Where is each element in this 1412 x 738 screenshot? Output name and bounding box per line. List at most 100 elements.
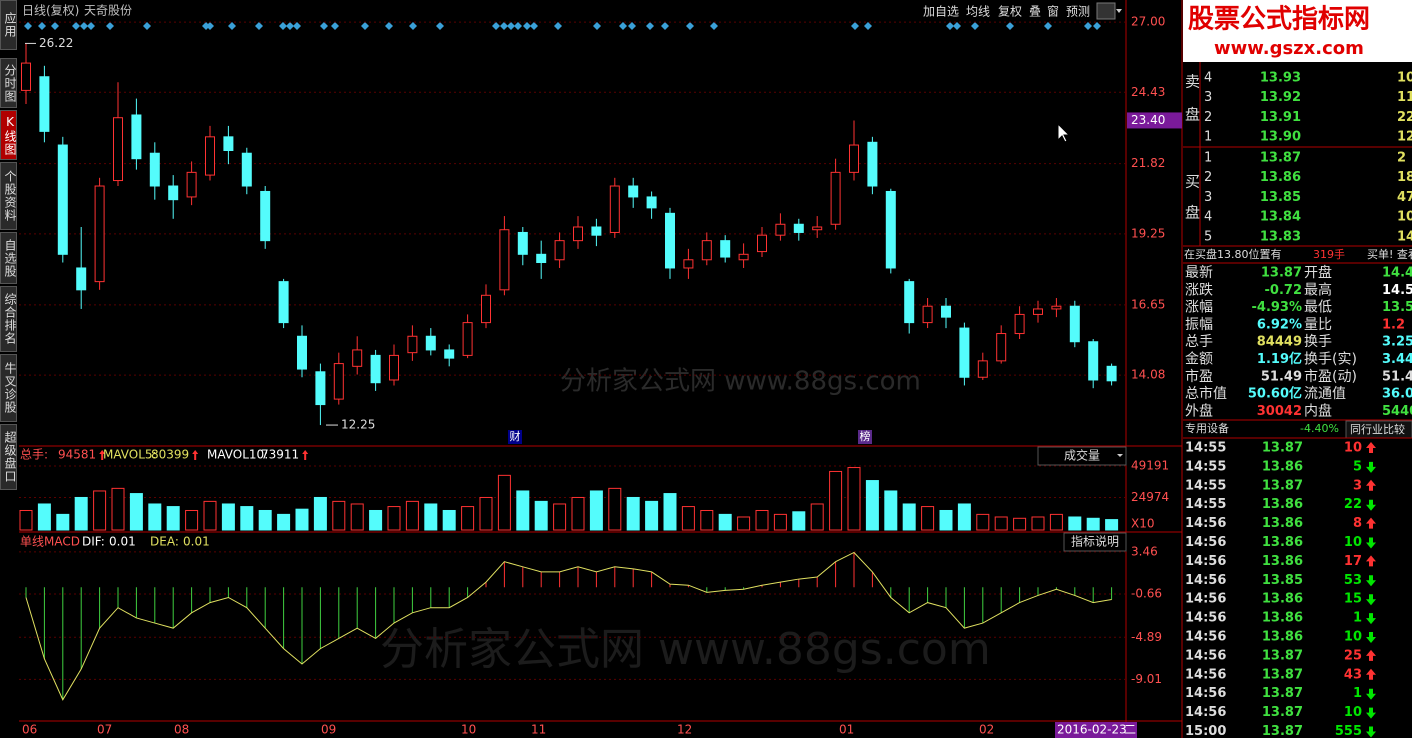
book-level: 4	[1204, 210, 1212, 225]
signal-diamond	[293, 22, 301, 30]
side-tab[interactable]: 综合排名	[0, 286, 17, 352]
buy-notice: 319手	[1313, 247, 1345, 261]
signal-diamond	[492, 22, 500, 30]
volume-bar	[37, 503, 51, 531]
volume-bar	[129, 493, 143, 531]
candle-body	[425, 335, 436, 351]
quote-value: 3.44%	[1382, 352, 1412, 367]
candle-body	[683, 259, 694, 269]
volume-bar	[185, 509, 199, 531]
side-tab[interactable]: 牛叉诊股	[0, 354, 17, 422]
candle-body	[57, 144, 68, 255]
volume-bar	[608, 487, 622, 531]
watermark: 分析家公式网 www.88gs.com	[560, 367, 921, 397]
quote-label: 换手	[1304, 333, 1332, 350]
side-tab[interactable]: 超级盘口	[0, 424, 17, 490]
quote-value: 14.4	[1382, 266, 1412, 281]
y-tick-label: 3.46	[1131, 544, 1158, 558]
trade-arrow	[1366, 479, 1376, 491]
candle-body	[462, 322, 473, 356]
signal-diamond	[331, 22, 339, 30]
quote-value: 3.25%	[1382, 335, 1412, 350]
candle-body	[168, 185, 179, 201]
signal-diamond	[361, 22, 369, 30]
candle-body	[517, 231, 528, 255]
toolbar-button: 均线	[966, 5, 990, 19]
book-level: 1	[1204, 151, 1212, 166]
candle-body	[278, 281, 289, 324]
book-price: 13.86	[1260, 170, 1301, 185]
quote-value: 1.19亿	[1257, 351, 1302, 367]
candle-body	[149, 152, 160, 187]
side-tab[interactable]: 自选股	[0, 232, 17, 284]
book-volume: 10	[1397, 210, 1412, 225]
book-volume: 2	[1397, 151, 1406, 166]
book-price: 13.90	[1260, 130, 1301, 145]
signal-diamond	[320, 22, 328, 30]
signal-diamond	[946, 22, 954, 30]
book-price: 13.85	[1260, 190, 1301, 205]
logo-url: www.gszx.com	[1214, 38, 1364, 59]
event-marker: 榜	[860, 429, 871, 443]
logo-box	[1183, 0, 1412, 62]
volume-bar	[277, 513, 291, 531]
y-tick-label: 24.43	[1131, 85, 1165, 99]
candle-body	[223, 136, 234, 151]
side-tab[interactable]: 分时图	[0, 58, 17, 108]
quote-value: -4.93%	[1252, 300, 1303, 315]
y-tick-label: -0.66	[1131, 587, 1162, 601]
volume-bar	[497, 474, 511, 531]
volume-bar	[387, 506, 401, 531]
trade-volume: 10	[1344, 630, 1362, 645]
candle-body	[1106, 365, 1117, 382]
volume-bar	[939, 509, 953, 531]
trade-time: 14:56	[1185, 686, 1226, 701]
volume-bar	[516, 490, 530, 531]
book-price: 13.93	[1260, 71, 1301, 86]
side-tab[interactable]: K线图	[0, 110, 17, 160]
signal-diamond	[1084, 22, 1092, 30]
x-tick-label: 02	[979, 723, 994, 737]
signal-diamond	[385, 22, 393, 30]
signal-diamond	[514, 22, 522, 30]
candle-body	[315, 371, 326, 406]
event-marker-box	[508, 430, 522, 444]
x-tick-label: 12	[677, 723, 692, 737]
trade-volume: 22	[1344, 497, 1362, 512]
volume-bar	[350, 503, 364, 531]
legend-name: DEA:	[150, 535, 179, 549]
side-tab[interactable]: 个股资料	[0, 162, 17, 230]
trade-price: 13.86	[1262, 592, 1303, 607]
x-tick-label: 08	[174, 723, 189, 737]
macd-line	[25, 551, 1112, 701]
book-price: 13.84	[1260, 210, 1301, 225]
menu-box	[1037, 446, 1127, 466]
volume-bar	[1031, 516, 1045, 531]
quote-value: 51.4	[1382, 369, 1412, 384]
cursor-date-box	[1055, 722, 1137, 738]
trade-volume: 1	[1353, 611, 1362, 626]
trade-time: 14:56	[1185, 516, 1226, 531]
volume-bar	[534, 500, 548, 531]
candle-body	[1014, 313, 1025, 335]
candle-body	[481, 294, 491, 324]
quote-label: 总手	[1185, 334, 1213, 350]
signal-diamond	[1006, 22, 1014, 30]
cursor-date: 2016-02-23	[1057, 723, 1127, 737]
volume-bar	[737, 516, 751, 531]
trade-price: 13.87	[1262, 441, 1303, 456]
volume-bar	[442, 509, 456, 531]
volume-bar	[553, 503, 567, 531]
side-tab[interactable]: 应用	[0, 0, 17, 50]
volume-bar	[681, 506, 695, 531]
macd-title: 单线MACD	[20, 535, 80, 549]
trade-volume: 43	[1344, 667, 1362, 682]
y-tick-label: 14.08	[1131, 368, 1165, 382]
signal-diamond	[279, 22, 287, 30]
y-tick-label: 19.25	[1131, 226, 1165, 240]
stock-name: 天奇股份	[84, 4, 132, 18]
candle-body	[849, 144, 859, 173]
candle-body	[775, 223, 786, 236]
x-tick-label: 06	[22, 723, 37, 737]
y-tick-label: 27.00	[1131, 15, 1165, 29]
